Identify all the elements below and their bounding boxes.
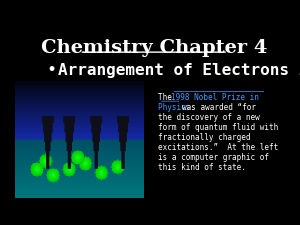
Text: Chemistry Chapter 4: Chemistry Chapter 4 [40,39,267,57]
Text: 1998 Nobel Prize in: 1998 Nobel Prize in [171,93,259,102]
Text: was awarded “for: was awarded “for [182,103,256,112]
Text: The: The [158,93,177,102]
Text: this kind of state.: this kind of state. [158,163,246,172]
Text: form of quantum fluid with: form of quantum fluid with [158,123,279,132]
Text: is a computer graphic of: is a computer graphic of [158,153,269,162]
Text: excitations.”  At the left: excitations.” At the left [158,143,279,152]
Text: Arrangement of Electrons in Atoms: Arrangement of Electrons in Atoms [58,62,300,78]
Text: the discovery of a new: the discovery of a new [158,113,260,122]
Text: •: • [47,61,57,79]
Text: Physics: Physics [158,103,195,112]
Text: fractionally charged: fractionally charged [158,133,251,142]
